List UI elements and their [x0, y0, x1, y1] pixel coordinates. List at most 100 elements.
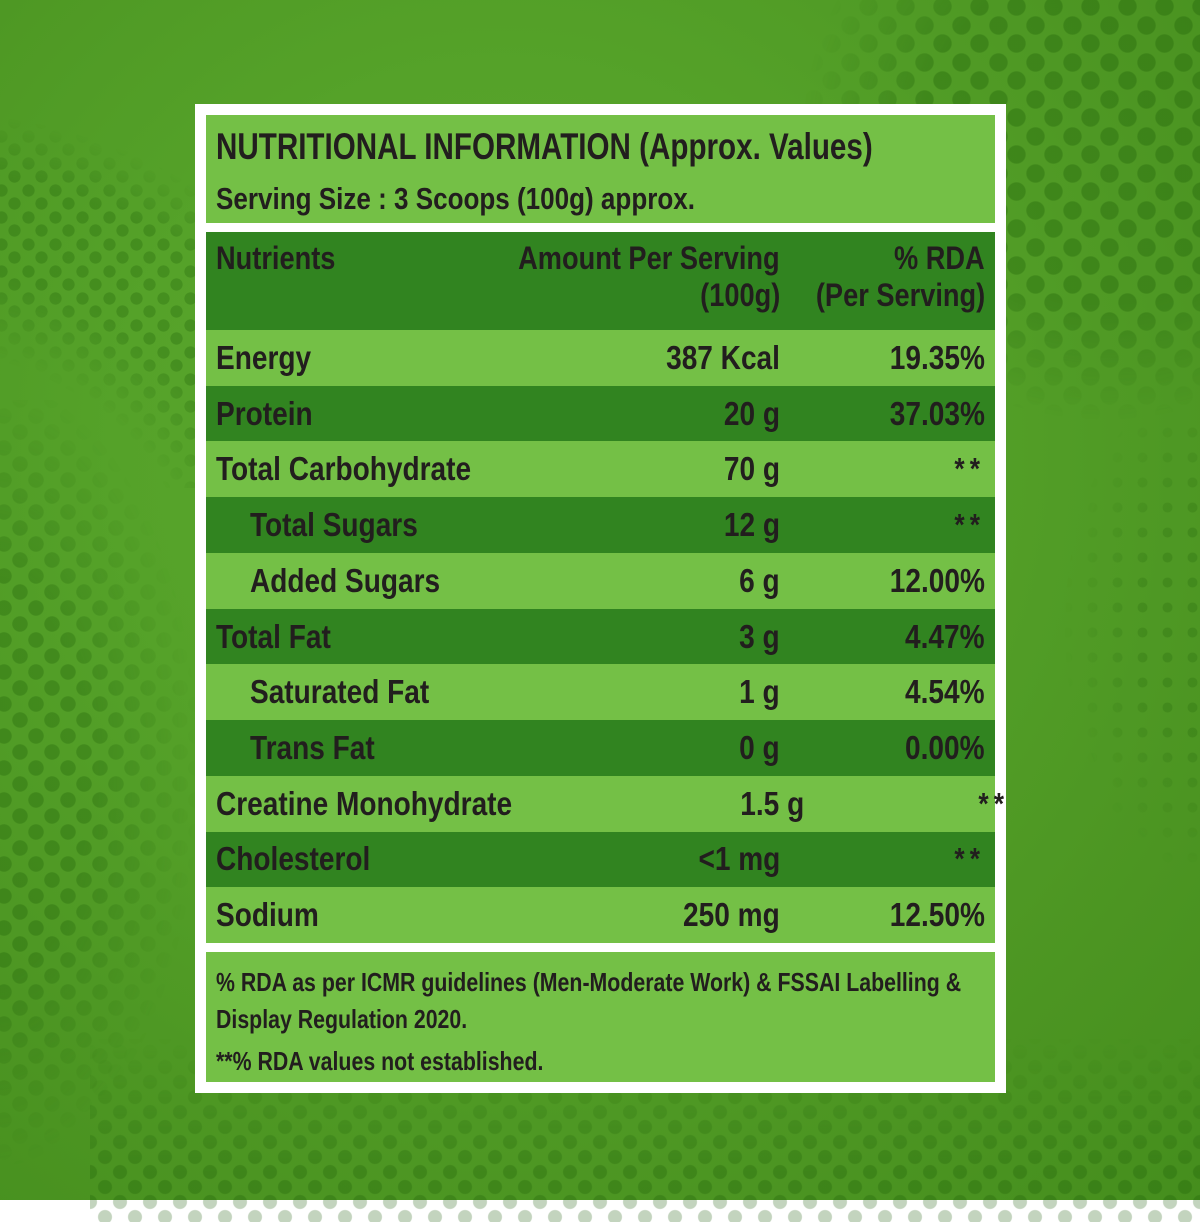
footnote-note: **% RDA values not established. [216, 1045, 985, 1082]
nutrient-rda-cell: 19.35% [780, 339, 985, 377]
nutrient-name: Energy [216, 338, 312, 376]
nutrient-amount-cell: 6 g [540, 562, 780, 600]
label-header: NUTRITIONAL INFORMATION (Approx. Values)… [206, 115, 995, 223]
nutrient-rda: ** [954, 507, 985, 543]
nutrient-amount-cell: <1 mg [540, 840, 780, 878]
header-amount-line2: (100g) [699, 277, 780, 313]
nutrient-name: Saturated Fat [250, 673, 430, 711]
table-row-added-sugars: Added Sugars 6 g 12.00% [206, 552, 995, 609]
nutrient-amount: 0 g [739, 729, 780, 766]
nutrient-amount: 20 g [723, 394, 780, 432]
nutrient-name-cell: Saturated Fat [206, 673, 540, 711]
nutrient-amount-cell: 0 g [540, 729, 780, 767]
header-amount-line1: Amount Per Serving [518, 240, 780, 276]
nutrient-name-cell: Energy [206, 339, 540, 377]
nutrient-amount-cell: 387 Kcal [540, 339, 780, 377]
nutrient-name-cell: Creatine Monohydrate [206, 785, 564, 823]
nutrient-rda: 12.50% [889, 896, 985, 934]
nutrient-name-cell: Total Sugars [206, 506, 540, 544]
nutrient-name: Added Sugars [250, 561, 441, 599]
nutrient-rda-cell: 37.03% [780, 395, 985, 433]
footnote-line-1: % RDA as per ICMR guidelines (Men-Modera… [216, 966, 985, 1003]
table-row-energy: Energy 387 Kcal 19.35% [206, 330, 995, 386]
nutrient-rda: ** [954, 841, 985, 877]
nutrient-rda: 19.35% [889, 338, 985, 376]
header-nutrients-label: Nutrients [216, 240, 336, 276]
nutrient-rda: 0.00% [905, 729, 985, 766]
nutrient-amount: 3 g [739, 617, 780, 655]
nutrient-amount-cell: 70 g [540, 450, 780, 488]
label-title: NUTRITIONAL INFORMATION (Approx. Values) [216, 126, 873, 167]
table-row-cholesterol: Cholesterol <1 mg ** [206, 831, 995, 888]
nutrient-name: Creatine Monohydrate [216, 784, 513, 822]
nutrient-rda: ** [978, 785, 1010, 821]
table-row-trans-fat: Trans Fat 0 g 0.00% [206, 720, 995, 776]
nutrient-name: Total Carbohydrate [216, 450, 472, 488]
nutrient-amount: 12 g [723, 506, 780, 544]
footnote-text-1: % RDA as per ICMR guidelines (Men-Modera… [216, 967, 962, 997]
nutrient-rda: 4.54% [905, 673, 985, 711]
nutrient-rda: ** [954, 451, 985, 487]
nutrient-name: Total Fat [216, 617, 331, 655]
nutrient-name: Cholesterol [216, 840, 371, 878]
nutrition-table: Nutrients Amount Per Serving (100g) % RD… [206, 232, 1004, 944]
header-rda-cell: % RDA (Per Serving) [780, 240, 985, 314]
footnote-text-2: Display Regulation 2020. [216, 1004, 468, 1034]
nutrient-amount: <1 mg [698, 840, 780, 878]
nutrient-rda: 12.00% [889, 561, 985, 599]
header-amount-cell: Amount Per Serving (100g) [519, 240, 780, 314]
nutrient-rda: 4.47% [905, 617, 985, 655]
table-row-saturated-fat: Saturated Fat 1 g 4.54% [206, 664, 995, 721]
table-row-total-fat: Total Fat 3 g 4.47% [206, 608, 995, 665]
nutrient-amount: 250 mg [683, 896, 780, 934]
label-footnotes: % RDA as per ICMR guidelines (Men-Modera… [206, 952, 995, 1082]
table-header-row: Nutrients Amount Per Serving (100g) % RD… [206, 232, 995, 330]
nutrient-amount: 70 g [723, 450, 780, 488]
nutrient-name: Protein [216, 394, 313, 432]
header-rda-line2: (Per Serving) [815, 277, 985, 313]
nutrient-rda-cell: ** [780, 507, 985, 543]
footnote-note-text: **% RDA values not established. [216, 1046, 544, 1076]
table-row-creatine-monohydrate: Creatine Monohydrate 1.5 g ** [206, 775, 1004, 832]
nutrient-rda-cell: 0.00% [780, 729, 985, 767]
nutrient-rda-cell: ** [804, 786, 1009, 822]
nutrient-name-cell: Trans Fat [206, 729, 540, 767]
nutrient-amount: 1 g [739, 673, 780, 711]
nutrient-amount-cell: 20 g [540, 395, 780, 433]
nutrient-name-cell: Cholesterol [206, 840, 540, 878]
nutrient-name-cell: Added Sugars [206, 562, 540, 600]
nutrient-rda-cell: ** [780, 451, 985, 487]
table-row-sodium: Sodium 250 mg 12.50% [206, 887, 995, 944]
nutrition-label: NUTRITIONAL INFORMATION (Approx. Values)… [195, 104, 1006, 1093]
header-nutrients-cell: Nutrients [206, 240, 540, 283]
header-rda-line1: % RDA [894, 240, 985, 276]
table-row-total-carbohydrate: Total Carbohydrate 70 g ** [206, 441, 995, 498]
nutrient-rda-cell: ** [780, 841, 985, 877]
nutrient-rda-cell: 12.00% [780, 562, 985, 600]
nutrient-amount-cell: 1 g [540, 673, 780, 711]
nutrient-name-cell: Sodium [206, 896, 540, 934]
nutrient-name-cell: Total Fat [206, 618, 540, 656]
nutrient-amount-cell: 3 g [540, 618, 780, 656]
label-title-line: NUTRITIONAL INFORMATION (Approx. Values) [216, 123, 985, 179]
nutrient-name: Sodium [216, 896, 319, 934]
serving-size: Serving Size : 3 Scoops (100g) approx. [216, 181, 695, 216]
nutrient-name: Total Sugars [250, 506, 418, 544]
nutrient-name-cell: Protein [206, 395, 540, 433]
halftone-pattern-right [1030, 420, 1200, 880]
nutrient-amount: 387 Kcal [666, 338, 780, 376]
footnote-line-2: Display Regulation 2020. [216, 1003, 985, 1040]
nutrient-amount: 1.5 g [740, 784, 805, 822]
nutrient-amount-cell: 1.5 g [564, 785, 804, 823]
nutrient-amount: 6 g [739, 561, 780, 599]
nutrient-rda-cell: 4.47% [780, 618, 985, 656]
nutrient-name: Trans Fat [250, 729, 375, 766]
nutrient-rda: 37.03% [889, 394, 985, 432]
serving-size-line: Serving Size : 3 Scoops (100g) approx. [216, 179, 985, 225]
table-row-total-sugars: Total Sugars 12 g ** [206, 497, 995, 553]
nutrient-name-cell: Total Carbohydrate [206, 450, 540, 488]
nutrient-rda-cell: 4.54% [780, 673, 985, 711]
nutrient-rda-cell: 12.50% [780, 896, 985, 934]
nutrient-amount-cell: 250 mg [540, 896, 780, 934]
